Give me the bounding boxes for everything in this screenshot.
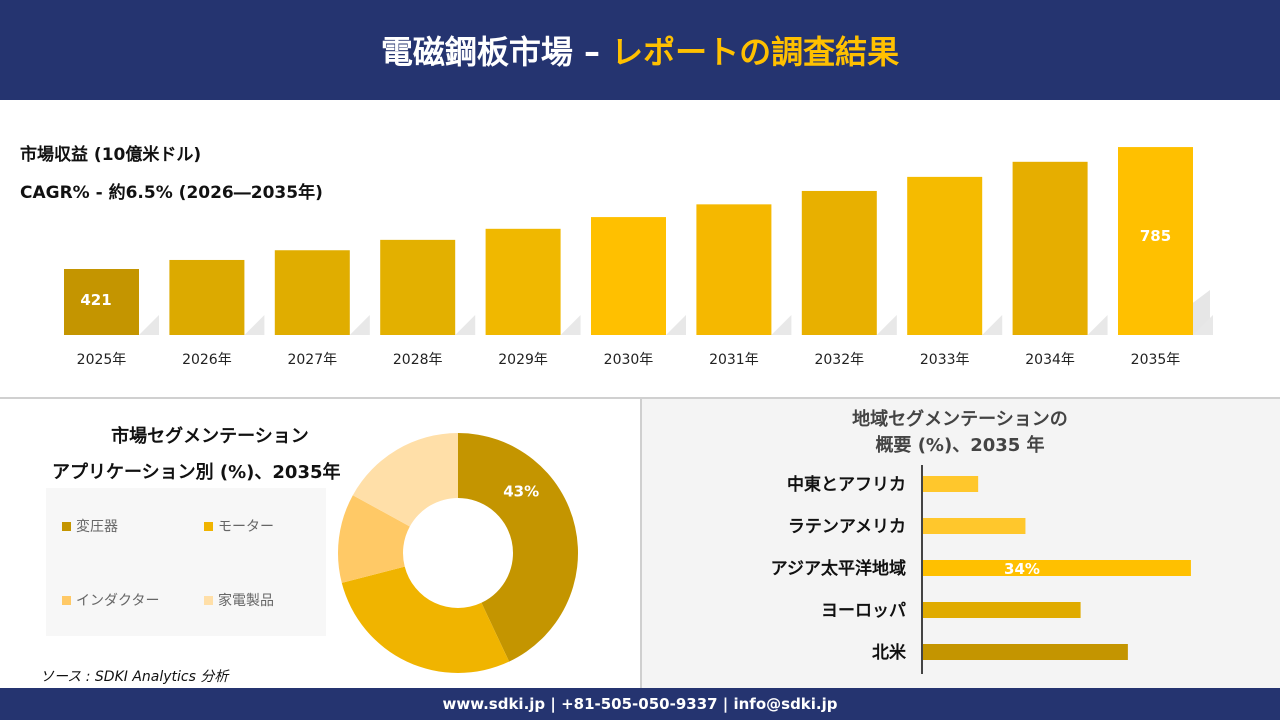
x-tick-label: 2028年 xyxy=(393,352,443,368)
title-accent: レポートの調査結果 xyxy=(611,33,900,71)
pie-title-2: アプリケーション別 (%)、2035年 xyxy=(52,462,341,483)
bar-shadow xyxy=(139,315,159,335)
y-tick-label: 中東とアフリカ xyxy=(787,474,906,495)
revenue-bar xyxy=(696,204,772,335)
bar-shadow xyxy=(1087,315,1108,335)
source-note: ソース : SDKI Analytics 分析 xyxy=(40,669,229,685)
revenue-bar xyxy=(801,190,877,335)
y-tick-label: 北米 xyxy=(872,642,907,663)
region-bar xyxy=(923,602,1081,618)
x-tick-label: 2035年 xyxy=(1131,352,1181,368)
x-tick-label: 2030年 xyxy=(604,352,654,368)
donut-slice xyxy=(341,566,510,673)
x-tick-label: 2025年 xyxy=(77,352,127,368)
revenue-bar xyxy=(64,269,139,335)
footer-contact: www.sdki.jp | +81-505-050-9337 | info@sd… xyxy=(0,688,1280,720)
bar-shadow xyxy=(771,315,792,335)
y-tick-label: アジア太平洋地域 xyxy=(771,558,906,579)
revenue-bar xyxy=(169,259,245,335)
legend-item: モーター xyxy=(204,516,274,536)
bar-shadow xyxy=(666,315,686,335)
legend-item: 変圧器 xyxy=(62,516,118,536)
region-bar xyxy=(923,476,979,492)
x-tick-label: 2031年 xyxy=(709,352,759,368)
data-label: 34% xyxy=(1004,560,1040,578)
revenue-bar-chart: 2025年 421 2026年 2027年 2028年 2029年 2030年 2031年 20… xyxy=(60,147,1213,368)
y-tick-label: ヨーロッパ xyxy=(821,601,906,621)
bar-shadow xyxy=(876,315,897,335)
donut-slice xyxy=(338,495,410,583)
revenue-bar xyxy=(380,239,456,335)
donut-slice xyxy=(458,433,578,662)
bar-shadow xyxy=(349,315,370,335)
data-label: 421 xyxy=(80,291,111,309)
bar-shadow xyxy=(560,315,581,335)
region-panel xyxy=(640,399,1280,688)
y-tick-label: ラテンアメリカ xyxy=(788,517,906,537)
title-main: 電磁鋼板市場 – xyxy=(380,33,600,71)
bar-shadow xyxy=(982,315,1003,335)
x-tick-label: 2029年 xyxy=(498,352,548,368)
x-tick-label: 2034年 xyxy=(1025,352,1075,368)
header-banner: 電磁鋼板市場 – レポートの調査結果 xyxy=(0,0,1280,100)
legend-item: インダクター xyxy=(62,590,159,610)
x-tick-label: 2033年 xyxy=(920,352,970,368)
revenue-bar xyxy=(1012,161,1088,335)
donut-slice xyxy=(352,433,458,527)
x-tick-label: 2026年 xyxy=(182,352,232,368)
revenue-bar xyxy=(485,228,561,335)
pie-legend: 変圧器 モーター インダクター 家電製品 xyxy=(46,488,326,636)
legend-item: 家電製品 xyxy=(204,590,274,610)
x-tick-label: 2027年 xyxy=(287,352,337,368)
region-title-1: 地域セグメンテーションの xyxy=(852,409,1068,430)
data-label: 43% xyxy=(503,483,539,501)
data-label: 785 xyxy=(1140,227,1171,245)
revenue-label: 市場収益 (10億米ドル) xyxy=(20,145,202,165)
bar-shadow xyxy=(455,315,476,335)
revenue-bar xyxy=(1118,147,1193,335)
bar-shadow xyxy=(1193,315,1213,335)
cagr-label: CAGR% - 約6.5% (2026―2035年) xyxy=(20,183,323,203)
divider xyxy=(0,397,1280,399)
revenue-bar xyxy=(907,176,983,335)
revenue-bar xyxy=(591,217,666,335)
bar-shadow xyxy=(244,315,265,335)
application-donut-chart: 43% xyxy=(338,433,578,673)
region-title-2: 概要 (%)、2035 年 xyxy=(875,435,1045,456)
region-bar xyxy=(923,644,1128,660)
pie-title-1: 市場セグメンテーション xyxy=(111,426,309,447)
x-tick-label: 2032年 xyxy=(814,352,864,368)
region-bar xyxy=(923,518,1026,534)
revenue-bar xyxy=(274,250,350,335)
region-bar xyxy=(923,560,1191,576)
